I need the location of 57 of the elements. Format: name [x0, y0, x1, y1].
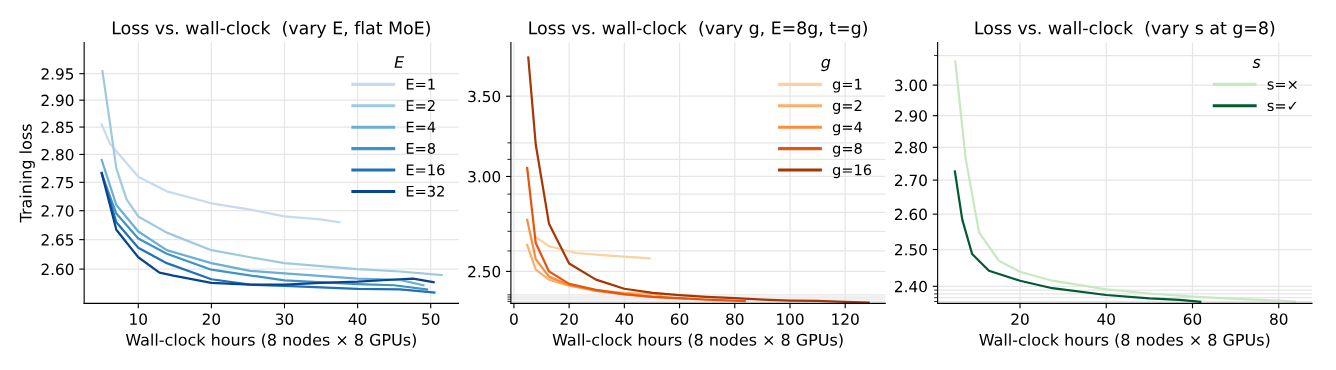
x-tick-label: 10 — [130, 313, 147, 325]
x-tick-label: 20 — [1011, 313, 1029, 325]
y-tick-label: 2.70 — [41, 205, 74, 217]
x-tick-label: 120 — [832, 313, 859, 325]
legend-label: s=✓ — [1267, 101, 1297, 112]
legend-label: E=4 — [406, 121, 436, 133]
y-tick-label: 2.90 — [41, 94, 74, 107]
legend-title: g — [821, 58, 831, 72]
y-tick-label: 2.85 — [41, 121, 74, 134]
y-tick-label: 2.60 — [41, 263, 74, 276]
legend-label: E=2 — [406, 100, 435, 111]
y-tick-label: 2.50 — [468, 265, 501, 278]
y-tick-label: 3.00 — [468, 170, 501, 183]
chart-title: Loss vs. wall-clock (vary s at g=8) — [975, 21, 1275, 38]
y-tick-label: 2.75 — [41, 176, 74, 189]
legend-label: E=32 — [406, 185, 444, 197]
y-tick-label: 2.80 — [895, 141, 927, 154]
legend-title: s — [1252, 58, 1261, 69]
legend-label: g=1 — [832, 78, 862, 93]
x-tick-label: 20 — [560, 313, 578, 325]
x-tick-label: 80 — [726, 313, 744, 325]
x-tick-label: 60 — [1183, 313, 1202, 325]
chart-title: Loss vs. wall-clock (vary E, flat MoE) — [112, 21, 430, 38]
y-tick-label: 2.65 — [41, 234, 74, 246]
y-tick-label: 2.60 — [895, 208, 927, 221]
legend-label: g=4 — [832, 121, 862, 136]
x-tick-label: 40 — [348, 313, 367, 325]
legend-label: E=8 — [406, 142, 436, 154]
y-tick-label: 2.50 — [895, 243, 927, 256]
x-axis-title: Wall-clock hours (8 nodes × 8 GPUs) — [552, 333, 843, 348]
y-tick-label: 2.70 — [895, 174, 927, 187]
legend-label: g=8 — [832, 142, 862, 157]
x-axis-title: Wall-clock hours (8 nodes × 8 GPUs) — [125, 333, 416, 348]
y-tick-label: 2.90 — [895, 110, 927, 122]
x-tick-label: 20 — [202, 313, 221, 325]
y-tick-label: 3.00 — [895, 79, 927, 92]
x-tick-label: 40 — [615, 313, 634, 325]
y-tick-label: 2.40 — [895, 280, 927, 293]
y-tick-label: 2.95 — [41, 68, 74, 80]
x-axis-title: Wall-clock hours (8 nodes × 8 GPUs) — [979, 333, 1270, 348]
legend-label: g=2 — [832, 100, 862, 114]
y-axis-title: Training loss — [19, 124, 35, 223]
x-tick-label: 80 — [1270, 313, 1288, 325]
legend-label: s=× — [1267, 80, 1297, 90]
x-tick-label: 60 — [670, 313, 689, 325]
x-tick-label: 30 — [275, 313, 294, 325]
x-tick-label: 100 — [777, 313, 804, 325]
y-tick-label: 3.50 — [468, 90, 501, 103]
legend-label: E=16 — [406, 164, 445, 176]
x-tick-label: 0 — [510, 313, 518, 325]
x-tick-label: 40 — [1097, 313, 1115, 325]
legend-label: g=16 — [832, 164, 872, 179]
x-tick-label: 50 — [422, 313, 440, 325]
legend-title: E — [394, 56, 405, 68]
y-tick-label: 2.80 — [41, 148, 74, 161]
legend-label: E=1 — [406, 78, 435, 90]
chart-title: Loss vs. wall-clock (vary g, E=8g, t=g) — [529, 21, 867, 38]
